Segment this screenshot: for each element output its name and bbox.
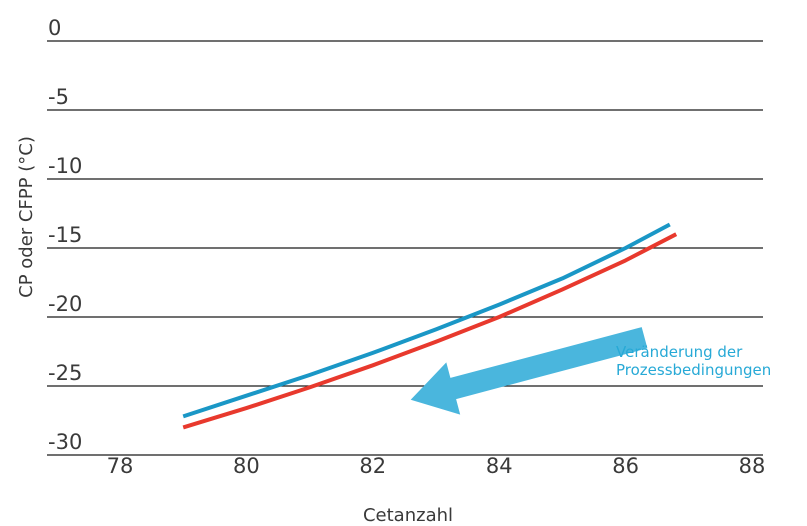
y-tick-label: -15	[48, 223, 82, 247]
annotation: Veränderung der Prozessbedingungen	[410, 327, 771, 415]
series-lines	[182, 222, 678, 430]
annotation-line-2: Prozessbedingungen	[616, 361, 771, 379]
x-tick-label: 88	[739, 454, 766, 478]
x-tick-labels: 78 80 82 84 86 88	[107, 454, 766, 478]
process-change-arrow	[410, 327, 648, 415]
y-tick-label: -10	[48, 154, 82, 178]
y-tick-label: -5	[48, 85, 69, 109]
y-tick-label: -30	[48, 430, 82, 454]
x-tick-label: 84	[486, 454, 513, 478]
annotation-line-1: Veränderung der	[616, 343, 743, 361]
series-line-1	[182, 222, 671, 419]
y-tick-label: -25	[48, 361, 82, 385]
x-tick-label: 78	[107, 454, 134, 478]
y-axis-title: CP oder CFPP (°C)	[16, 136, 37, 298]
x-axis-title: Cetanzahl	[363, 505, 453, 526]
y-tick-labels: 0 -5 -10 -15 -20 -25 -30	[48, 16, 82, 454]
x-tick-label: 80	[233, 454, 260, 478]
x-tick-label: 86	[612, 454, 639, 478]
y-tick-label: 0	[48, 16, 61, 40]
gridlines	[47, 40, 763, 456]
x-tick-label: 82	[359, 454, 386, 478]
series-line-2	[182, 232, 678, 430]
y-tick-label: -20	[48, 292, 82, 316]
